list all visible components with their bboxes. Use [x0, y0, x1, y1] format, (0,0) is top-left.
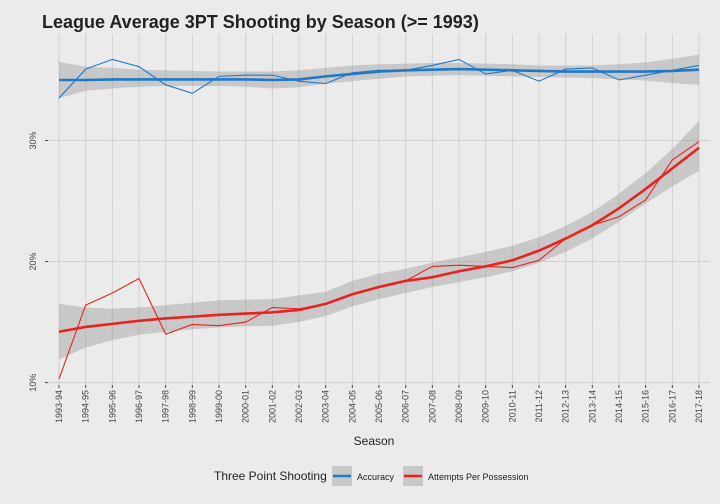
confidence-band: [59, 54, 699, 99]
axes: 10% 20% 30% 1993-94 1994-95 1995-96 1996-97 199…: [28, 132, 704, 424]
x-tick-label: 2017-18: [694, 390, 704, 423]
legend-label: Accuracy: [357, 472, 395, 482]
trend-line: [58, 146, 700, 334]
series-lines: [58, 58, 700, 380]
x-tick-label: 2005-06: [374, 390, 384, 423]
x-tick-label: 2014-15: [614, 390, 624, 423]
x-tick-label: 2004-05: [347, 390, 357, 423]
legend-label: Attempts Per Possession: [428, 472, 529, 482]
x-tick-label: 1997-98: [161, 390, 171, 423]
legend-title: Three Point Shooting: [214, 469, 327, 483]
x-tick-label: 2000-01: [241, 390, 251, 423]
x-tick-label: 1993-94: [54, 390, 64, 423]
y-tick-label: 30%: [28, 132, 38, 150]
x-tick-label: 1996-97: [134, 390, 144, 423]
x-tick-label: 2008-09: [454, 390, 464, 423]
x-tick-label: 2009-10: [481, 390, 491, 423]
x-tick-label: 2001-02: [267, 390, 277, 423]
confidence-band: [59, 121, 699, 360]
chart-title: League Average 3PT Shooting by Season (>…: [42, 12, 479, 32]
legend: Three Point Shooting Accuracy Attempts Pe…: [214, 466, 529, 486]
y-tick-label: 20%: [28, 253, 38, 271]
x-tick-label: 1994-95: [81, 390, 91, 423]
x-tick-label: 1999-00: [214, 390, 224, 423]
x-tick-label: 2002-03: [294, 390, 304, 423]
x-tick-label: 2003-04: [321, 390, 331, 423]
x-axis-label: Season: [354, 434, 395, 448]
y-tick-label: 10%: [28, 374, 38, 392]
trend-line: [59, 67, 700, 82]
x-tick-label: 2013-14: [587, 390, 597, 423]
x-tick-label: 2012-13: [561, 390, 571, 423]
x-tick-label: 1995-96: [107, 390, 117, 423]
x-tick-label: 2006-07: [401, 390, 411, 423]
x-tick-label: 2015-16: [641, 390, 651, 423]
x-tick-label: 1998-99: [187, 390, 197, 423]
x-tick-label: 2016-17: [667, 390, 677, 423]
x-tick-label: 2011-12: [534, 390, 544, 422]
x-tick-label: 2010-11: [507, 390, 517, 422]
confidence-bands: [59, 54, 699, 360]
x-tick-label: 2007-08: [427, 390, 437, 423]
